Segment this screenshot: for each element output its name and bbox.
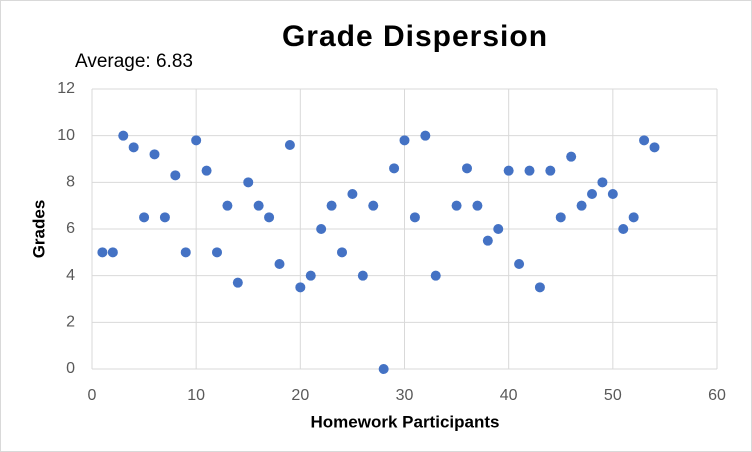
point xyxy=(180,247,191,258)
point xyxy=(326,200,337,211)
point xyxy=(649,142,660,153)
point xyxy=(170,170,181,181)
point xyxy=(284,140,295,150)
point xyxy=(378,364,389,374)
point xyxy=(159,212,170,223)
y-tick-label: 2 xyxy=(66,314,75,331)
point xyxy=(639,135,650,146)
point xyxy=(587,189,597,199)
point xyxy=(399,135,410,146)
point xyxy=(107,247,118,258)
point xyxy=(420,130,431,141)
point xyxy=(566,151,577,162)
point xyxy=(264,212,275,223)
point xyxy=(274,259,285,269)
y-tick-label: 8 xyxy=(66,174,75,191)
x-tick-label: 20 xyxy=(291,387,309,404)
point xyxy=(576,200,587,211)
point xyxy=(253,200,264,211)
y-tick-label: 6 xyxy=(66,220,75,237)
point xyxy=(232,277,243,288)
point xyxy=(482,235,493,246)
point xyxy=(295,282,306,293)
y-tick-label: 0 xyxy=(66,360,75,377)
point xyxy=(222,200,233,211)
point xyxy=(524,165,535,176)
point xyxy=(555,212,566,223)
annotation: Average: 6.83 xyxy=(75,51,193,72)
point xyxy=(534,282,545,293)
x-axis-label: Homework Participants xyxy=(311,412,500,431)
point xyxy=(357,270,368,281)
point xyxy=(368,200,379,211)
point xyxy=(545,165,556,176)
x-tick-label: 10 xyxy=(187,387,205,404)
chart-title: Grade Dispersion xyxy=(282,20,548,53)
point xyxy=(243,177,254,188)
point xyxy=(514,259,525,269)
point xyxy=(149,149,160,160)
point xyxy=(139,212,150,223)
point xyxy=(409,212,420,223)
y-tick-label: 10 xyxy=(57,127,75,144)
point xyxy=(305,270,316,281)
x-tick-label: 40 xyxy=(500,387,518,404)
point xyxy=(493,224,504,234)
point xyxy=(347,189,358,199)
point xyxy=(337,247,347,258)
point xyxy=(128,142,139,153)
point xyxy=(597,177,608,188)
point xyxy=(118,130,129,141)
point xyxy=(316,224,327,234)
point xyxy=(201,165,212,176)
point xyxy=(212,247,222,258)
point xyxy=(97,247,108,258)
x-tick-label: 50 xyxy=(604,387,622,404)
point xyxy=(191,135,202,146)
point xyxy=(618,224,629,234)
point xyxy=(430,270,441,281)
point xyxy=(607,189,618,199)
point xyxy=(389,163,400,174)
y-tick-label: 4 xyxy=(66,267,75,284)
point xyxy=(472,200,483,211)
y-axis-label: Grades xyxy=(29,200,48,259)
y-tick-label: 12 xyxy=(57,80,75,97)
point xyxy=(503,165,514,176)
x-tick-label: 30 xyxy=(396,387,414,404)
point xyxy=(462,163,472,174)
point xyxy=(451,200,462,211)
point xyxy=(628,212,639,223)
x-tick-label: 60 xyxy=(708,387,726,404)
x-tick-label: 0 xyxy=(88,387,97,404)
